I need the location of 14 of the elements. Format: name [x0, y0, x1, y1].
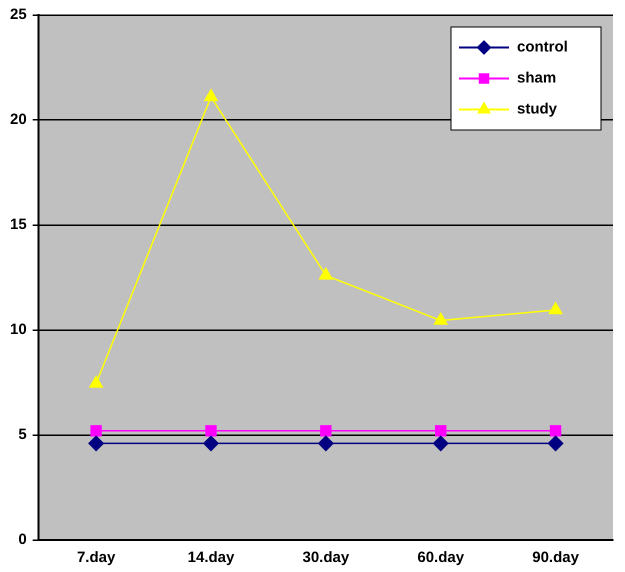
x-tick-label: 7.day: [76, 549, 116, 566]
y-tick-label: 15: [10, 216, 27, 234]
y-tick-label: 0: [18, 531, 27, 548]
y-tick-label: 20: [10, 111, 27, 128]
legend-label: sham: [517, 70, 556, 87]
y-tick-label: 5: [18, 426, 27, 444]
legend-label: control: [517, 38, 568, 56]
x-tick-label: 90.day: [532, 549, 580, 566]
x-tick-label: 14.day: [188, 549, 235, 566]
x-tick-label: 60.day: [417, 549, 465, 566]
x-tick-label: 30.day: [302, 549, 350, 566]
y-tick-label: 10: [10, 321, 27, 338]
legend-label: study: [517, 100, 558, 118]
y-tick-label: 25: [10, 6, 27, 24]
